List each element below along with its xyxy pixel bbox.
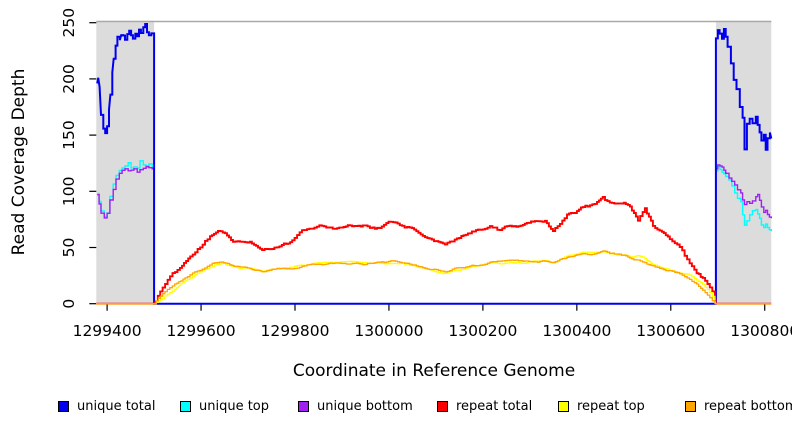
x-tick-label: 1299600 bbox=[167, 322, 236, 340]
legend-label-repeat-total: repeat total bbox=[456, 399, 533, 414]
legend-label-repeat-top: repeat top bbox=[577, 399, 645, 414]
x-tick-label: 1299800 bbox=[260, 322, 329, 340]
y-tick-label: 150 bbox=[60, 120, 78, 150]
x-tick-label: 1300000 bbox=[354, 322, 423, 340]
shaded-regions bbox=[96, 20, 772, 304]
legend-swatch-unique-total bbox=[58, 401, 69, 412]
x-tick-label: 1300200 bbox=[448, 322, 517, 340]
series-line-unique-bottom bbox=[97, 164, 772, 305]
x-axis-title: Coordinate in Reference Genome bbox=[293, 361, 575, 381]
legend-label-repeat-bottom: repeat bottom bbox=[704, 399, 792, 414]
y-tick-label: 200 bbox=[60, 64, 78, 94]
series-line-unique-top bbox=[97, 160, 772, 305]
y-tick-label: 0 bbox=[60, 299, 78, 309]
shaded-region bbox=[715, 20, 772, 304]
legend-label-unique-bottom: unique bottom bbox=[317, 399, 413, 414]
series-line-unique-total bbox=[96, 23, 773, 305]
legend-swatch-repeat-bottom bbox=[685, 401, 696, 412]
legend-swatch-unique-top bbox=[180, 401, 191, 412]
series-line-repeat-bottom bbox=[96, 250, 772, 305]
y-tick-label: 250 bbox=[60, 8, 78, 38]
x-tick-label: 1300600 bbox=[636, 322, 705, 340]
x-tick-label: 1300400 bbox=[542, 322, 611, 340]
legend: unique total unique top unique bottom repea… bbox=[0, 396, 792, 424]
y-tick-label: 100 bbox=[60, 177, 78, 207]
legend-swatch-repeat-total bbox=[437, 401, 448, 412]
series-line-repeat-total bbox=[96, 196, 772, 305]
legend-label-unique-total: unique total bbox=[77, 399, 156, 414]
shaded-region bbox=[96, 20, 155, 304]
legend-swatch-unique-bottom bbox=[298, 401, 309, 412]
series-lines bbox=[96, 23, 773, 305]
y-axis-title: Read Coverage Depth bbox=[9, 69, 29, 256]
legend-label-unique-top: unique top bbox=[199, 399, 270, 414]
axes: 1299400 1299600 1299800 1300000 1300200 13004… bbox=[60, 8, 792, 340]
y-tick-label: 50 bbox=[60, 238, 78, 258]
legend-swatch-repeat-top bbox=[558, 401, 569, 412]
series-line-repeat-top bbox=[96, 250, 772, 305]
x-tick-label: 1299400 bbox=[73, 322, 142, 340]
